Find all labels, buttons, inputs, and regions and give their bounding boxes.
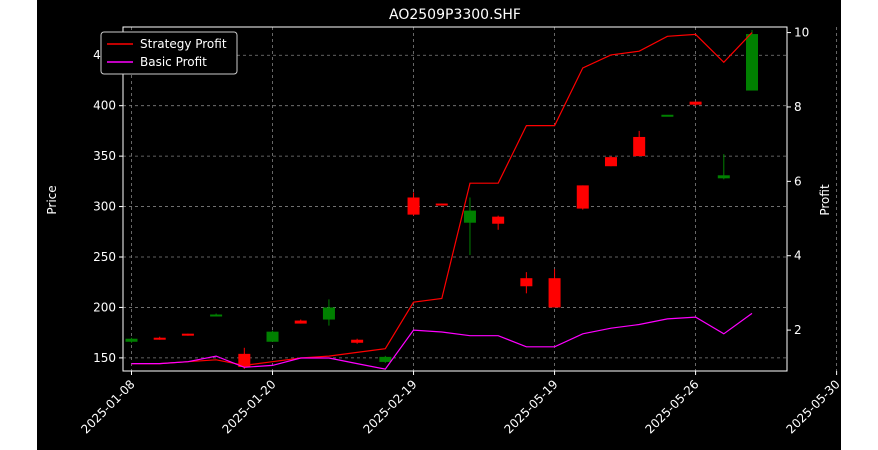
candle-body	[379, 356, 392, 362]
y2-tick-label: 4	[794, 249, 802, 263]
y2-tick-label: 10	[794, 26, 809, 40]
candle-body	[633, 136, 646, 157]
candle-body	[181, 333, 194, 336]
y2-axis-label: Profit	[818, 184, 832, 216]
candle-body	[435, 203, 448, 206]
legend: Strategy Profit Basic Profit	[100, 31, 238, 75]
candle-body	[463, 210, 476, 223]
candle-body	[661, 114, 674, 117]
candle-body	[266, 331, 279, 342]
y-tick-label: 250	[93, 250, 116, 264]
y-axis-label: Price	[45, 185, 59, 214]
candle-body	[351, 339, 364, 343]
y2-tick-label: 2	[794, 323, 802, 337]
y-tick-label: 200	[93, 300, 116, 314]
candle-body	[717, 175, 730, 179]
candle-body	[604, 157, 617, 167]
candle-body	[492, 216, 505, 224]
y2-tick-label: 6	[794, 174, 802, 188]
y-tick-label: 400	[93, 99, 116, 113]
candle-body	[689, 101, 702, 105]
candle-body	[520, 278, 533, 287]
candle-body	[153, 337, 166, 340]
y-tick-label: 300	[93, 200, 116, 214]
candle-body	[576, 185, 589, 209]
legend-box	[100, 31, 238, 75]
candle-body	[238, 353, 251, 367]
candle-body	[746, 34, 758, 91]
plot-area	[123, 27, 787, 371]
candle-body	[407, 197, 420, 215]
candle-body	[322, 307, 335, 320]
y2-tick-label: 8	[794, 100, 802, 114]
y-tick-label: 350	[93, 149, 116, 163]
candle-body	[548, 278, 561, 308]
chart-title: AO2509P3300.SHF	[389, 7, 521, 23]
candle-body	[294, 320, 307, 324]
legend-basic-label: Basic Profit	[140, 55, 207, 69]
candlesticks	[125, 30, 758, 369]
profit-lines	[131, 32, 753, 370]
basic-profit-line	[131, 312, 753, 370]
candle-body	[125, 338, 138, 342]
plot-frame	[122, 26, 788, 372]
legend-strategy-label: Strategy Profit	[140, 37, 227, 51]
candle-body	[210, 314, 223, 317]
grid-lines	[123, 27, 838, 371]
y-tick-label: 150	[93, 351, 116, 365]
